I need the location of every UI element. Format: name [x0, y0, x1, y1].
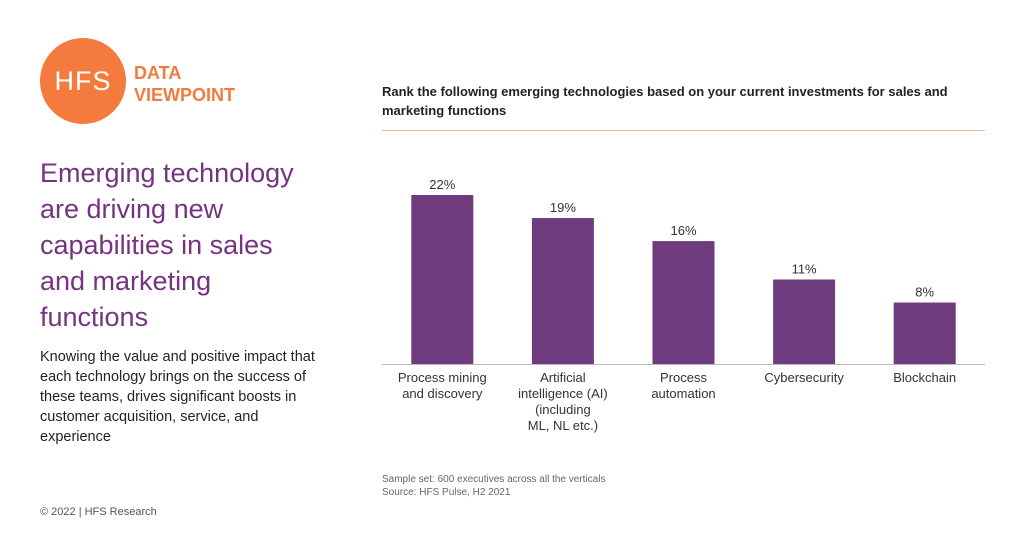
copyright: © 2022 | HFS Research — [40, 506, 157, 518]
bar — [773, 279, 836, 364]
category-label: and discovery — [402, 386, 483, 401]
category-label: intelligence (AI) — [518, 386, 608, 401]
chart-notes: Sample set: 600 executives across all th… — [382, 473, 605, 499]
category-label: automation — [651, 386, 715, 401]
hfs-logo: HFS — [40, 38, 126, 124]
logo-mark: HFS — [54, 65, 112, 96]
body-text: Knowing the value and positive impact th… — [40, 349, 315, 445]
headline: Emerging technology are driving new capa… — [40, 158, 294, 332]
chart-title: Rank the following emerging technologies… — [382, 84, 948, 118]
category-label: (including — [535, 402, 591, 417]
data-label: 22% — [429, 177, 455, 192]
bar — [652, 241, 715, 364]
bar — [893, 302, 956, 364]
source-note: Source: HFS Pulse, H2 2021 — [382, 487, 511, 498]
category-label: ML, NL etc.) — [528, 418, 598, 433]
data-label: 19% — [550, 200, 576, 215]
category-label: Process — [660, 370, 707, 385]
data-viewpoint-label: DATA VIEWPOINT — [134, 62, 235, 106]
divider — [382, 130, 985, 131]
logo-line2: VIEWPOINT — [134, 85, 236, 105]
category-label: Cybersecurity — [764, 370, 844, 385]
category-label: Process mining — [398, 370, 487, 385]
data-label: 8% — [915, 285, 934, 300]
data-label: 11% — [792, 262, 817, 277]
category-label: Blockchain — [893, 370, 956, 385]
bar — [531, 218, 594, 364]
logo-line1: DATA — [134, 63, 182, 83]
sample-note: Sample set: 600 executives across all th… — [382, 474, 606, 485]
data-label: 16% — [670, 223, 696, 238]
category-label: Artificial — [540, 370, 586, 385]
bar — [411, 195, 474, 364]
